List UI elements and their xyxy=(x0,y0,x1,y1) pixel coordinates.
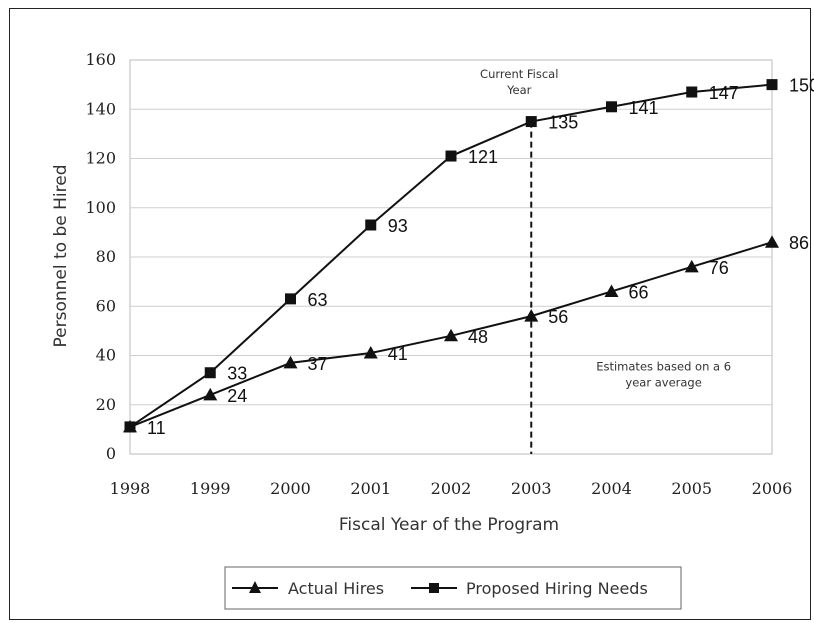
x-tick-label: 2004 xyxy=(591,479,632,498)
x-tick-labels: 1998 1999 2000 2001 2002 2003 2004 2005 2006 xyxy=(110,479,793,498)
legend-label-actual: Actual Hires xyxy=(288,579,384,598)
x-tick-label: 2006 xyxy=(752,479,793,498)
x-tick-label: 2001 xyxy=(350,479,391,498)
data-label: 41 xyxy=(388,344,408,364)
legend-marker-square xyxy=(429,583,439,593)
data-label: 66 xyxy=(629,282,649,302)
data-label: 86 xyxy=(789,233,809,253)
x-tick-label: 2000 xyxy=(270,479,311,498)
gridlines xyxy=(130,108,772,406)
data-label: 37 xyxy=(308,354,328,374)
data-point-square xyxy=(686,86,698,98)
y-tick-label: 140 xyxy=(85,99,116,118)
y-tick-label: 20 xyxy=(96,395,116,414)
data-point-square xyxy=(204,367,216,379)
series-markers xyxy=(123,79,779,433)
data-label: 150 xyxy=(789,76,814,96)
data-label: 135 xyxy=(548,113,578,133)
x-tick-label: 1998 xyxy=(110,479,151,498)
data-point-square xyxy=(606,101,617,113)
y-tick-label: 0 xyxy=(106,444,116,463)
data-point-square xyxy=(285,293,296,305)
y-tick-labels: 0 20 40 60 80 100 120 140 160 xyxy=(85,50,116,463)
data-label: 11 xyxy=(147,418,166,438)
current-year-annotation: Current Fiscal Year xyxy=(480,67,558,97)
data-point-triangle xyxy=(765,235,779,248)
data-point-triangle xyxy=(444,328,458,342)
data-point-triangle xyxy=(604,284,619,297)
data-label: 33 xyxy=(227,364,247,384)
y-tick-label: 100 xyxy=(85,198,116,217)
data-label: 63 xyxy=(308,290,328,310)
data-label: 56 xyxy=(548,307,568,327)
data-point-triangle xyxy=(283,355,298,369)
data-label: 147 xyxy=(709,83,739,103)
data-point-triangle xyxy=(123,419,137,433)
legend-marker-triangle xyxy=(249,581,261,593)
y-tick-label: 40 xyxy=(96,346,116,365)
x-tick-label: 2002 xyxy=(431,479,472,498)
data-point-triangle xyxy=(524,309,539,322)
data-point-square xyxy=(445,150,457,162)
y-tick-label: 160 xyxy=(85,50,116,69)
x-tick-label: 2005 xyxy=(671,479,712,498)
data-label: 48 xyxy=(468,327,488,347)
y-tick-label: 80 xyxy=(96,247,116,266)
data-label: 76 xyxy=(709,258,729,278)
data-point-square xyxy=(766,79,778,91)
data-point-triangle xyxy=(363,346,378,359)
x-axis-title: Fiscal Year of the Program xyxy=(339,515,559,535)
data-labels: 11 33 63 93 121 135 141 147 150 24 37 41 48 56 66 76 86 xyxy=(147,76,814,438)
data-point-triangle xyxy=(203,387,218,401)
y-axis-title: Personnel to be Hired xyxy=(51,165,71,348)
x-tick-label: 2003 xyxy=(511,479,552,498)
legend-label-proposed: Proposed Hiring Needs xyxy=(466,579,648,598)
data-label: 141 xyxy=(629,98,659,118)
y-tick-label: 60 xyxy=(96,296,116,315)
data-label: 93 xyxy=(388,216,408,236)
x-tick-label: 1999 xyxy=(190,479,231,498)
y-tick-label: 120 xyxy=(85,149,116,168)
data-label: 24 xyxy=(227,386,247,406)
estimates-annotation: Estimates based on a 6 year average xyxy=(596,359,731,389)
data-label: 121 xyxy=(468,147,498,167)
data-point-square xyxy=(365,219,377,231)
data-point-square xyxy=(525,116,537,128)
data-point-triangle xyxy=(684,259,699,273)
legend: Actual Hires Proposed Hiring Needs xyxy=(224,566,682,610)
